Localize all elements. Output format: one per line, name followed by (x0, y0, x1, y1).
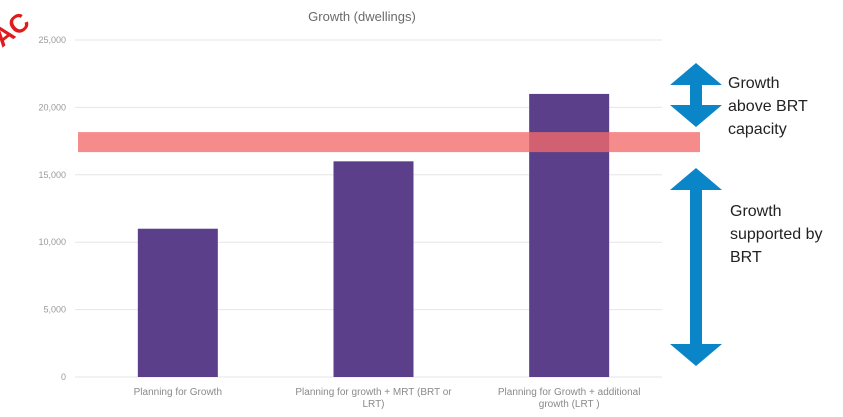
x-tick-label: growth (LRT ) (539, 399, 600, 410)
x-tick-label: Planning for Growth (134, 387, 222, 398)
y-tick-label: 25,000 (38, 35, 66, 45)
y-tick-label: 10,000 (38, 237, 66, 247)
capacity-band (78, 132, 700, 153)
annotation-text: Growth (728, 75, 780, 92)
x-tick-label: Planning for Growth + additional (498, 387, 641, 398)
y-tick-label: 5,000 (43, 305, 66, 315)
y-tick-label: 15,000 (38, 170, 66, 180)
y-tick-label: 0 (61, 372, 66, 382)
annotation-text: above BRT (728, 98, 808, 115)
bar (333, 161, 414, 377)
x-tick-label: Planning for growth + MRT (BRT or (295, 387, 452, 398)
x-tick-label: LRT) (362, 399, 384, 410)
y-axis-ticks: 0 5,000 10,000 15,000 20,000 25,000 (38, 35, 66, 382)
x-axis-labels: Planning for Growth Planning for growth +… (134, 387, 641, 410)
annotation-text: Growth (730, 203, 782, 220)
watermark-stamp: AC (0, 6, 35, 53)
annotation-text: BRT (730, 249, 762, 266)
y-tick-label: 20,000 (38, 102, 66, 112)
annotations: Growth above BRT capacity Growth supported b… (670, 63, 823, 366)
annotation-text: supported by (730, 226, 823, 243)
bar (137, 228, 218, 377)
double-arrow (670, 168, 722, 366)
double-arrow (670, 63, 722, 127)
capacity-band (78, 132, 700, 153)
chart-title: Growth (dwellings) (308, 9, 416, 24)
annotation-text: capacity (728, 121, 787, 138)
